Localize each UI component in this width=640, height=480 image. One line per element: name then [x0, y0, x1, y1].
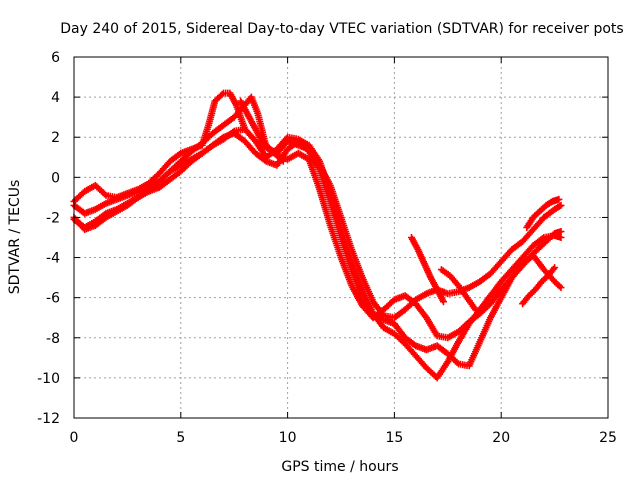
y-tick-labels: -12 -10 -8 -6 -4 -2 0 2 4 6 [37, 50, 60, 427]
series-markers [237, 97, 287, 165]
y-tick-label: 2 [51, 130, 60, 146]
y-tick-label: -10 [37, 371, 60, 387]
y-tick-label: -4 [46, 251, 60, 267]
y-tick-label: 0 [51, 170, 60, 186]
x-axis-label: GPS time / hours [281, 459, 398, 475]
x-tick-labels: 0 5 10 15 20 25 [70, 430, 617, 446]
y-tick-label: -8 [46, 331, 60, 347]
series-markers [523, 195, 563, 231]
series-segment-c [437, 266, 480, 314]
series-markers [519, 264, 559, 308]
series-segment-e [523, 195, 563, 231]
x-tick-label: 15 [385, 430, 403, 446]
chart-title: Day 240 of 2015, Sidereal Day-to-day VTE… [60, 21, 623, 37]
series-markers [408, 234, 447, 306]
y-tick-label: -2 [46, 210, 60, 226]
x-tick-label: 10 [279, 430, 297, 446]
y-tick-label: 4 [51, 90, 60, 106]
axis-ticks [73, 56, 609, 419]
x-tick-label: 5 [176, 430, 185, 446]
series-markers [437, 266, 480, 314]
x-tick-label: 20 [492, 430, 510, 446]
y-tick-label: -12 [37, 411, 60, 427]
series-segment-d [519, 264, 559, 308]
y-tick-label: 6 [51, 50, 60, 66]
series-segment-b [408, 234, 447, 306]
series-segment-a [237, 97, 287, 165]
y-axis-label: SDTVAR / TECUs [7, 180, 23, 295]
plot-frame [73, 56, 609, 419]
y-tick-label: -6 [46, 291, 60, 307]
x-tick-label: 25 [599, 430, 617, 446]
x-tick-label: 0 [70, 430, 79, 446]
